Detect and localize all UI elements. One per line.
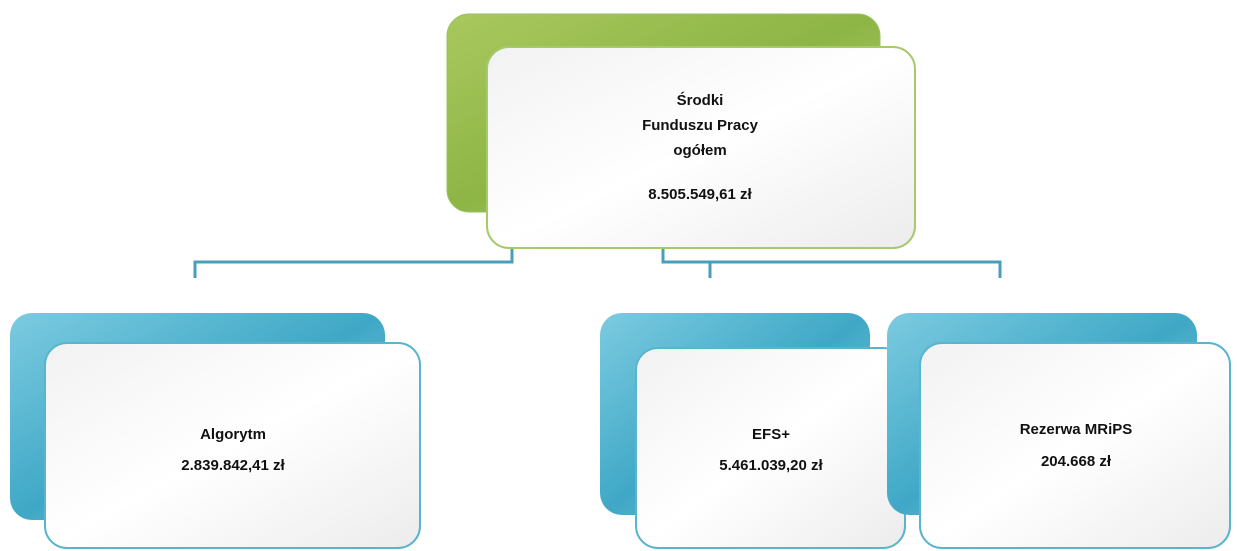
child-box (635, 347, 906, 549)
child-amount: 5.461.039,20 zł (719, 457, 823, 474)
connectors (193, 248, 1002, 278)
root-line: Środki (677, 91, 724, 109)
child-box (919, 342, 1231, 549)
child-label: Rezerwa MRiPS (1020, 421, 1133, 438)
connector (193, 248, 514, 278)
child-box (44, 342, 421, 549)
child-amount: 2.839.842,41 zł (181, 457, 285, 474)
root-box (486, 46, 916, 249)
child-label: Algorytm (200, 426, 266, 443)
root-line: ogółem (673, 142, 726, 159)
child-label: EFS+ (752, 426, 790, 443)
root-line: Funduszu Pracy (642, 117, 759, 134)
connector (661, 248, 1002, 278)
child-amount: 204.668 zł (1041, 453, 1112, 470)
root-amount: 8.505.549,61 zł (648, 186, 752, 203)
